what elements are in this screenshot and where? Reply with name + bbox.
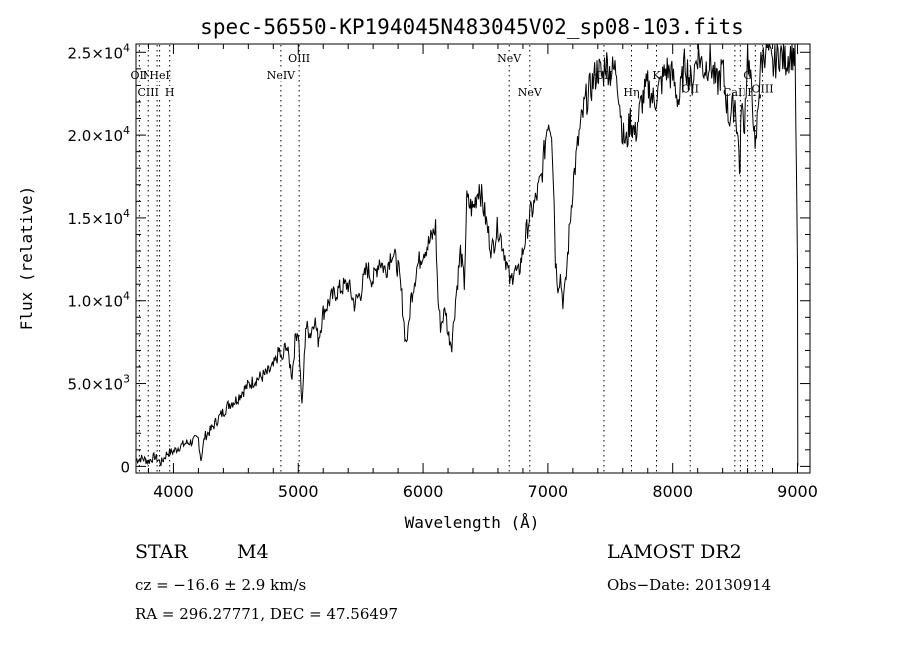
line-marker-label-bg: [137, 86, 160, 98]
object-subclass: M4: [237, 541, 269, 563]
survey-name: LAMOST DR2: [607, 541, 742, 563]
y-tick-label: 1.5×104: [67, 207, 130, 228]
x-tick-label: 8000: [652, 482, 693, 501]
y-tick-label: 0: [120, 458, 130, 476]
line-marker-label-bg: [620, 86, 643, 98]
y-axis-label: Flux (relative): [17, 186, 36, 331]
spectrum-chart: spec-56550-KP194045N483045V02_sp08-103.f…: [17, 15, 818, 532]
x-tick-label: 4000: [153, 482, 194, 501]
plot-area: [135, 43, 799, 467]
line-marker-label: NeV: [497, 52, 522, 65]
line-marker-label: OII: [131, 69, 149, 82]
line-marker-label: OII: [681, 83, 699, 96]
chart-title: spec-56550-KP194045N483045V02_sp08-103.f…: [200, 15, 744, 39]
x-axis-label: Wavelength (Å): [405, 513, 540, 532]
line-marker-label-bg: [269, 69, 292, 81]
line-marker-label: CIII: [138, 86, 159, 99]
line-marker-label-bg: [751, 82, 774, 95]
line-marker-label: Hη: [623, 86, 639, 99]
line-marker-label-bg: [679, 82, 702, 95]
line-marker-label-bg: [158, 86, 181, 98]
ra-dec-coordinates: RA = 296.27771, DEC = 47.56497: [135, 605, 399, 623]
redshift-value: cz = −16.6 ± 2.9 km/s: [135, 576, 307, 594]
spectrum-line: [135, 43, 799, 467]
axes: 4000 5000 6000 7000 8000 9000 0 5.0×103 1.0×104 1…: [67, 41, 817, 501]
line-marker-label-bg: [518, 86, 541, 98]
x-tick-label: 6000: [403, 482, 444, 501]
line-marker-label: OIII: [288, 52, 310, 65]
line-marker-label: H: [165, 86, 175, 99]
y-tick-label: 5.0×103: [67, 373, 130, 394]
y-tick-label: 1.0×104: [67, 290, 130, 311]
line-marker-label-bg: [288, 52, 311, 64]
emission-line-markers: OIINeIIIHeICIIIHOIIINeIVNeVNeVOIIHηKOIIC…: [128, 45, 774, 472]
line-marker-label: NeIV: [267, 69, 296, 82]
line-marker-label: CaII: [723, 86, 747, 99]
observation-date: Obs−Date: 20130914: [607, 576, 772, 594]
line-marker-label-bg: [128, 69, 151, 81]
x-tick-label: 5000: [278, 482, 319, 501]
line-marker-label: OIII: [752, 83, 774, 96]
object-class: STAR: [135, 541, 188, 563]
line-marker-label: NeV: [518, 86, 543, 99]
line-marker-label-bg: [736, 69, 759, 81]
line-marker-label: HeI: [149, 69, 169, 82]
line-marker-label-bg: [148, 69, 171, 81]
line-marker-label: K: [652, 69, 661, 82]
plot-frame: [135, 43, 811, 474]
y-tick-label: 2.0×104: [67, 124, 130, 145]
x-tick-label: 7000: [528, 482, 569, 501]
line-marker-label: G: [743, 69, 752, 82]
x-tick-label: 9000: [777, 482, 818, 501]
line-marker-label-bg: [498, 52, 521, 64]
y-tick-label: 2.5×104: [67, 41, 130, 62]
